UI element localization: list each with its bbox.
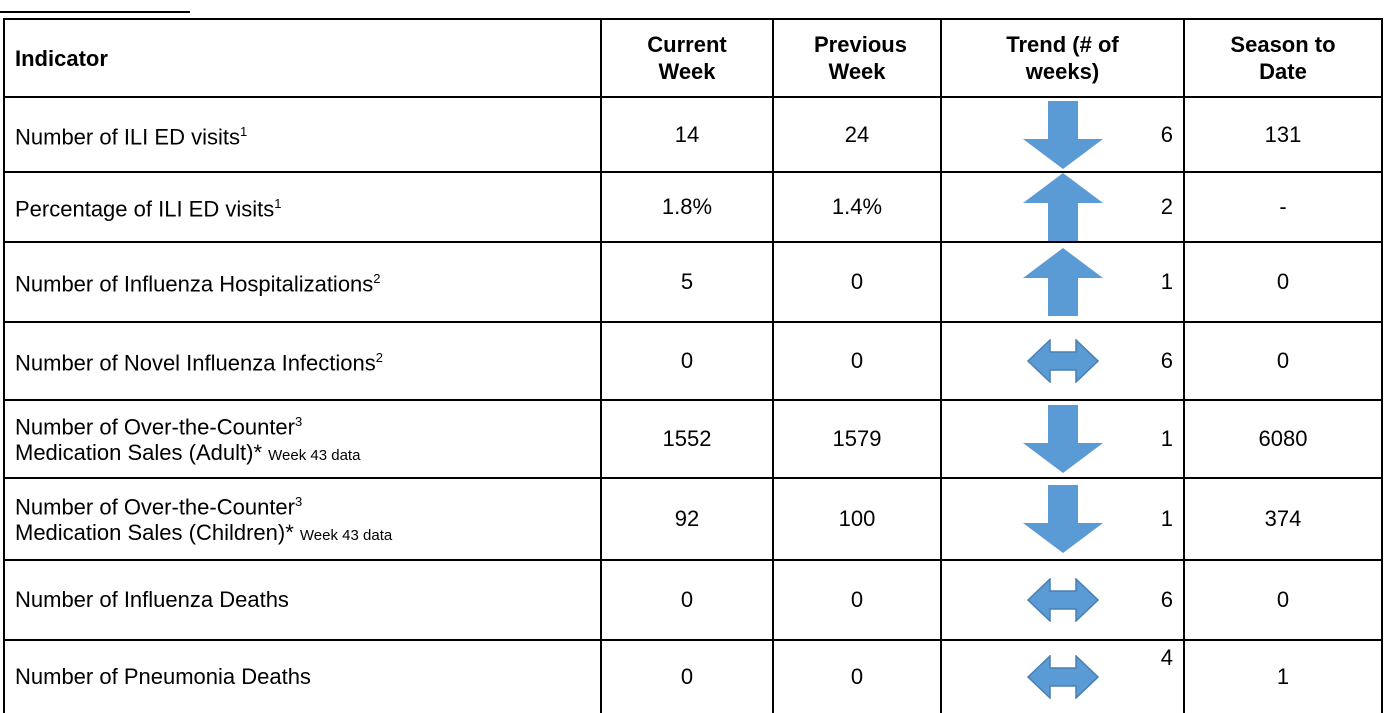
indicator-text: Number of ILI ED visits (15, 124, 240, 150)
indicator-cell: Number of Pneumonia Deaths (3, 639, 602, 713)
indicator-cell: Percentage of ILI ED visits1 (3, 171, 602, 243)
indicator-text: Number of Novel Influenza Infections (15, 350, 376, 376)
trend-weeks: 1 (1160, 506, 1173, 531)
footnote-mark: 1 (274, 196, 282, 212)
season-to-date-cell: 0 (1183, 241, 1383, 323)
trend-weeks: 6 (1160, 587, 1173, 612)
previous-week-cell: 1579 (772, 399, 942, 479)
current-week-cell: 1552 (600, 399, 774, 479)
season-to-date-cell: 374 (1183, 477, 1383, 561)
previous-week-cell: 0 (772, 321, 942, 401)
indicator-cell: Number of Over-the-Counter3 Medication Sa… (3, 399, 602, 479)
previous-week-cell: 100 (772, 477, 942, 561)
season-to-date-cell: 1 (1183, 639, 1383, 713)
current-week-cell: 0 (600, 559, 774, 641)
trend-cell: 6 (940, 321, 1185, 401)
trend-cell: 6 (940, 559, 1185, 641)
data-row: Number of Pneumonia Deaths 0 0 4 1 (3, 639, 1383, 713)
trend-weeks: 1 (1160, 426, 1173, 451)
footnote-mark: 1 (239, 123, 248, 139)
header-cell: Current Week (600, 18, 774, 98)
indicator-table: Indicator Current Week Previous Week Tre… (3, 18, 1383, 713)
data-row: Number of ILI ED visits1 14 24 6 131 (3, 96, 1383, 173)
trend-cell: 4 (940, 639, 1185, 713)
trend-weeks: 6 (1160, 121, 1173, 147)
season-to-date-cell: 6080 (1183, 399, 1383, 479)
previous-week-cell: 0 (772, 241, 942, 323)
previous-week-cell: 24 (772, 96, 942, 173)
previous-week-cell: 0 (772, 559, 942, 641)
data-row: Number of Influenza Hospitalizations2 5 0 1… (3, 241, 1383, 323)
trend-arrow (1022, 405, 1103, 473)
indicator-cell: Number of Influenza Deaths (3, 559, 602, 641)
header-row: Indicator Current Week Previous Week Tre… (3, 18, 1383, 98)
indicator-text: Number of Over-the-Counter (15, 494, 295, 520)
footnote-mark: 2 (375, 350, 383, 366)
top-rule (0, 11, 190, 13)
data-row: Number of Novel Influenza Infections2 0 0 6… (3, 321, 1383, 401)
footnote-mark: 3 (295, 413, 303, 429)
indicator-text-line2: Medication Sales (Adult)* (15, 440, 263, 466)
data-note: Week 43 data (299, 527, 393, 545)
indicator-text: Number of Over-the-Counter (15, 414, 295, 440)
header-cell: Season to Date (1183, 18, 1383, 98)
trend-arrow (1022, 173, 1103, 241)
data-row: Number of Influenza Deaths 0 0 6 0 (3, 559, 1383, 641)
trend-weeks: 2 (1160, 194, 1173, 219)
trend-arrow (1026, 655, 1099, 699)
indicator-text: Percentage of ILI ED visits (15, 196, 275, 222)
data-row: Number of Over-the-Counter3 Medication Sa… (3, 399, 1383, 479)
trend-arrow (1022, 248, 1103, 316)
trend-cell: 1 (940, 477, 1185, 561)
trend-weeks: 6 (1160, 348, 1173, 373)
data-row: Percentage of ILI ED visits1 1.8% 1.4% 2- (3, 171, 1383, 243)
indicator-text: Number of Influenza Hospitalizations (15, 271, 374, 297)
season-to-date-cell: 0 (1183, 559, 1383, 641)
current-week-cell: 1.8% (600, 171, 774, 243)
data-row: Number of Over-the-Counter3 Medication Sa… (3, 477, 1383, 561)
trend-weeks: 4 (1160, 645, 1173, 670)
indicator-cell: Number of Novel Influenza Infections2 (3, 321, 602, 401)
header-cell: Indicator (3, 18, 602, 98)
previous-week-cell: 0 (772, 639, 942, 713)
trend-cell: 1 (940, 399, 1185, 479)
indicator-cell: Number of Influenza Hospitalizations2 (3, 241, 602, 323)
indicator-text: Number of Influenza Deaths (15, 587, 289, 612)
previous-week-cell: 1.4% (772, 171, 942, 243)
footnote-mark: 3 (295, 493, 303, 509)
current-week-cell: 14 (600, 96, 774, 173)
current-week-cell: 0 (600, 639, 774, 713)
trend-cell: 1 (940, 241, 1185, 323)
current-week-cell: 92 (600, 477, 774, 561)
trend-arrow (1022, 100, 1103, 169)
current-week-cell: 5 (600, 241, 774, 323)
trend-cell: 2 (940, 171, 1185, 243)
trend-weeks: 1 (1160, 269, 1173, 294)
header-cell: Trend (# of weeks) (940, 18, 1185, 98)
indicator-cell: Number of ILI ED visits1 (3, 96, 602, 173)
trend-cell: 6 (940, 96, 1185, 173)
data-note: Week 43 data (268, 447, 361, 465)
season-to-date-cell: 0 (1183, 321, 1383, 401)
indicator-cell: Number of Over-the-Counter3 Medication Sa… (3, 477, 602, 561)
season-to-date-cell: 131 (1183, 96, 1383, 173)
trend-arrow (1026, 578, 1099, 622)
trend-arrow (1026, 339, 1099, 383)
trend-arrow (1022, 485, 1103, 553)
footnote-mark: 2 (373, 271, 381, 287)
current-week-cell: 0 (600, 321, 774, 401)
header-cell: Previous Week (772, 18, 942, 98)
indicator-text: Number of Pneumonia Deaths (15, 664, 311, 689)
season-to-date-cell: - (1183, 171, 1383, 243)
indicator-text-line2: Medication Sales (Children)* (15, 520, 294, 546)
